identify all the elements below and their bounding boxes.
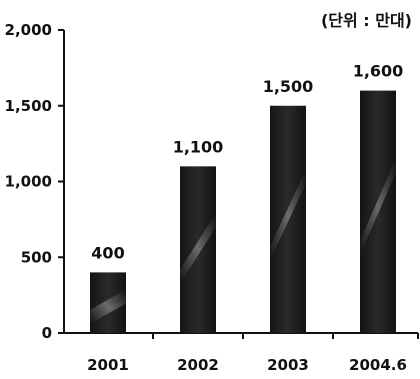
unit-label: (단위 : 만대): [321, 11, 412, 30]
data-label: 1,100: [173, 137, 224, 156]
data-label: 400: [91, 243, 124, 262]
x-axis-ticks: 2001 2002 2003 2004.6: [87, 333, 419, 374]
y-tick-label: 2,000: [5, 21, 52, 39]
x-tick-label: 2001: [87, 356, 129, 374]
bars: [90, 90, 396, 333]
y-tick-label: 0: [42, 324, 52, 342]
x-tick-label: 2002: [177, 356, 219, 374]
bar-highlight: [270, 169, 306, 261]
y-tick-label: 1,500: [5, 97, 52, 115]
bar-highlight: [90, 289, 126, 324]
bar-highlight: [360, 158, 396, 255]
data-label: 1,600: [353, 62, 404, 81]
data-labels: 400 1,100 1,500 1,600: [91, 62, 403, 263]
x-tick-label: 2004.6: [349, 356, 407, 374]
y-tick-label: 500: [21, 248, 52, 266]
bar-highlight: [180, 213, 216, 284]
y-axis-ticks: 0 500 1,000 1,500 2,000: [5, 21, 64, 342]
y-tick-label: 1,000: [5, 173, 52, 191]
x-tick-label: 2003: [267, 356, 309, 374]
data-label: 1,500: [263, 77, 314, 96]
